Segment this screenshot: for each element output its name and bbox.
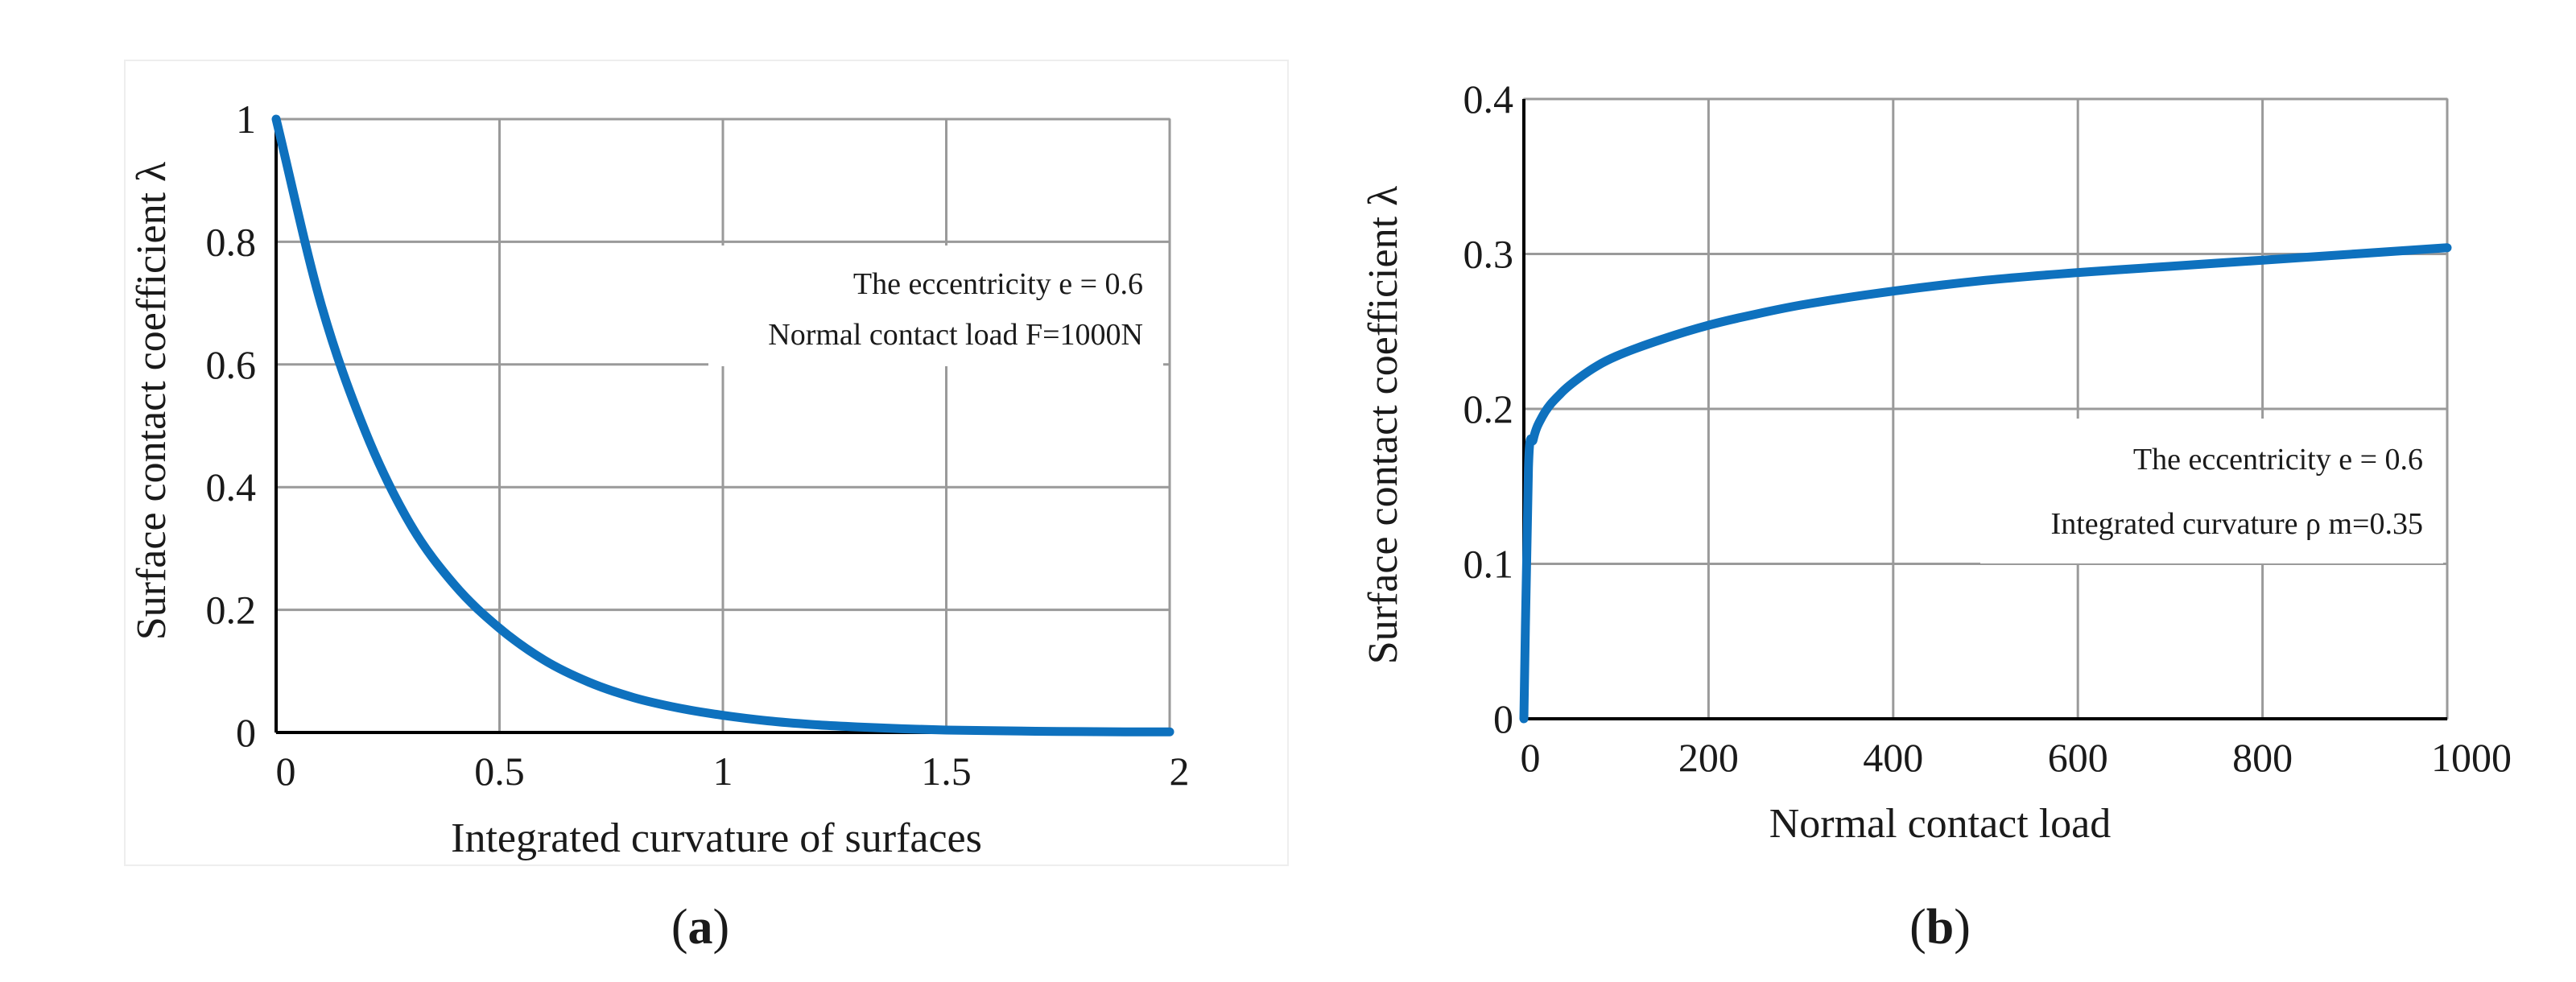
panel-b-y-tick-label-2: 0.2 xyxy=(1463,386,1514,431)
panel-a-x-tick-label-0: 0 xyxy=(276,749,296,794)
panel-b-y-tick-label-1: 0.1 xyxy=(1463,542,1514,587)
panel-b-annotation-curvature: Integrated curvature ρ m=0.35 xyxy=(2051,507,2423,541)
panel-b-x-tick-label-0: 0 xyxy=(1521,735,1541,780)
panel-a-y-tick-label-3: 0.6 xyxy=(206,342,257,387)
panel-b-x-tick-label-5: 1000 xyxy=(2431,735,2512,780)
panel-a-x-tick-label-4: 2 xyxy=(1170,749,1190,794)
panel-b-caption: (b) xyxy=(1909,900,1971,955)
panel-a-caption: (a) xyxy=(671,900,729,955)
panel-b-x-tick-label-4: 800 xyxy=(2232,735,2293,780)
panel-a-series-line xyxy=(271,114,1174,736)
panel-a-x-axis-label: Integrated curvature of surfaces xyxy=(451,815,982,861)
panel-b-annotation-background xyxy=(1980,419,2443,563)
panel-b-caption-letter: b xyxy=(1926,900,1954,955)
panel-a-y-tick-label-4: 0.8 xyxy=(206,219,257,264)
panel-a-y-tick-label-2: 0.4 xyxy=(206,464,257,510)
panel-a-annotation-background xyxy=(708,246,1163,366)
panel-a-annotation-eccentricity: The eccentricity e = 0.6 xyxy=(853,267,1143,301)
panel-a-x-tick-label-2: 1 xyxy=(713,749,733,794)
panel-b-x-tick-label-3: 600 xyxy=(2048,735,2108,780)
panel-b-y-tick-label-0: 0 xyxy=(1493,696,1513,741)
panel-b-y-tick-label-4: 0.4 xyxy=(1463,76,1514,122)
panel-a-y-tick-label-5: 1 xyxy=(236,97,256,142)
panel-a-y-axis-label: Surface contact coefficient λ xyxy=(129,162,175,641)
panel-b-annotation-box: The eccentricity e = 0.6 Integrated curv… xyxy=(1980,419,2443,563)
panel-b-x-tick-label-2: 400 xyxy=(1863,735,1923,780)
panel-a-annotation-load: Normal contact load F=1000N xyxy=(768,318,1143,352)
panel-a-y-tick-label-1: 0.2 xyxy=(206,588,257,633)
panel-b-x-tick-label-1: 200 xyxy=(1678,735,1739,780)
panel-a-caption-letter: a xyxy=(688,900,713,955)
panel-b-plot-area: 0 200 400 600 800 1000 0 0.1 0.2 0.3 0.4 xyxy=(1463,76,2512,780)
panel-b-y-axis-label: Surface contact coefficient λ xyxy=(1360,186,1406,665)
panel-a-x-tick-label-3: 1.5 xyxy=(921,749,972,794)
panel-a-plot-area: 0 0.5 1 1.5 2 0 0.2 0.4 0.6 0.8 1 xyxy=(206,97,1190,794)
panel-a-x-tick-label-1: 0.5 xyxy=(474,749,525,794)
panel-b-x-axis-label: Normal contact load xyxy=(1769,801,2112,847)
panel-a-background xyxy=(124,60,1289,866)
panel-a-y-tick-label-0: 0 xyxy=(236,710,256,755)
panel-b-annotation-eccentricity: The eccentricity e = 0.6 xyxy=(2133,443,2423,477)
panel-b-y-tick-label-3: 0.3 xyxy=(1463,232,1514,277)
panel-b-series-line xyxy=(1519,243,2452,724)
panel-b: 0 200 400 600 800 1000 0 0.1 0.2 0.3 0.4 The eccen… xyxy=(1360,76,2512,955)
panel-a: 0 0.5 1 1.5 2 0 0.2 0.4 0.6 0.8 1 The eccentricity… xyxy=(124,60,1289,955)
panel-a-annotation-box: The eccentricity e = 0.6 Normal contact … xyxy=(708,246,1163,366)
